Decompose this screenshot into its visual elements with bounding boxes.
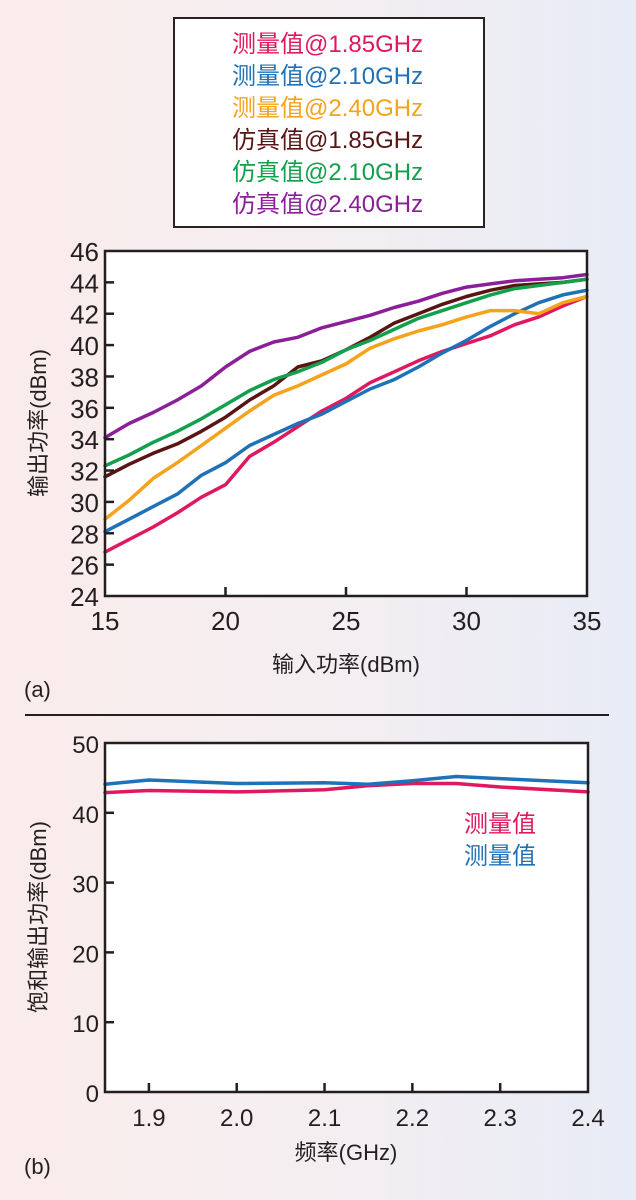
series-line-3 [103, 294, 589, 521]
x-tick-label: 20 [211, 606, 240, 636]
y-tick-label: 20 [72, 941, 99, 968]
y-tick-label: 10 [72, 1011, 99, 1038]
panel-label-b: (b) [24, 1154, 51, 1179]
legend-item-b-measured-blue: 测量值 [464, 843, 536, 870]
x-axis-label-a: 输入功率(dBm) [272, 652, 420, 677]
plot-area-a [105, 251, 587, 596]
plot-frame-b [103, 741, 590, 1094]
x-tick-label: 2.3 [483, 1105, 516, 1132]
x-axis-b: 1.9 2.0 2.1 2.2 2.3 2.4 [132, 1083, 605, 1132]
legend-item: 测量值@2.10GHz [232, 63, 424, 90]
y-axis-label-b: 饱和输出功率(dBm) [26, 821, 51, 1013]
y-tick-label: 34 [70, 425, 99, 455]
y-tick-label: 46 [70, 237, 99, 267]
y-tick-label: 44 [70, 268, 99, 298]
y-tick-label: 42 [70, 300, 99, 330]
y-tick-label: 26 [70, 551, 99, 581]
x-tick-label: 2.0 [220, 1105, 253, 1132]
legend-item: 仿真值@2.40GHz [232, 191, 424, 218]
legend-item: 仿真值@1.85GHz [232, 127, 424, 154]
plot-area-b [105, 743, 588, 1092]
series-line-5 [103, 277, 589, 468]
y-tick-label: 40 [70, 331, 99, 361]
series-line-2 [103, 774, 590, 786]
x-tick-label: 1.9 [132, 1105, 165, 1132]
y-tick-label: 32 [70, 457, 99, 487]
x-axis-label-b: 频率(GHz) [295, 1140, 398, 1165]
y-tick-label: 24 [70, 582, 99, 612]
legend-item: 测量值@2.40GHz [232, 95, 424, 122]
x-tick-label: 2.1 [308, 1105, 341, 1132]
y-tick-label: 40 [72, 802, 99, 829]
x-tick-label: 35 [573, 606, 602, 636]
x-tick-label: 2.4 [571, 1105, 604, 1132]
y-tick-label: 38 [70, 362, 99, 392]
series-lines-a [103, 272, 589, 554]
y-axis-b: 0 10 20 30 40 50 [72, 732, 114, 1108]
y-tick-label: 30 [70, 488, 99, 518]
x-tick-label: 25 [332, 606, 361, 636]
x-tick-label: 15 [91, 606, 120, 636]
y-tick-label: 36 [70, 394, 99, 424]
legend-box: 测量值@1.85GHz 测量值@2.10GHz 测量值@2.40GHz 仿真值@… [173, 17, 485, 228]
panel-label-a: (a) [24, 677, 51, 702]
x-axis-a: 15 20 25 30 35 [91, 587, 602, 636]
legend-item: 测量值@1.85GHz [232, 31, 424, 58]
y-tick-label: 30 [72, 872, 99, 899]
series-line-1 [103, 294, 589, 554]
series-line-2 [103, 288, 589, 534]
legend-item-b-measured-red: 测量值 [464, 811, 536, 838]
y-tick-label: 0 [86, 1081, 99, 1108]
y-axis-label-a: 输出功率(dBm) [26, 349, 51, 497]
x-tick-label: 30 [452, 606, 481, 636]
series-lines-b [103, 774, 590, 795]
series-line-6 [103, 272, 589, 440]
y-tick-label: 28 [70, 519, 99, 549]
x-tick-label: 2.2 [396, 1105, 429, 1132]
chart-b: 0 10 20 30 40 50 1.9 2.0 2.1 2.2 2.3 2.4 测量值 测量值 频… [24, 732, 605, 1179]
y-tick-label: 50 [72, 732, 99, 759]
legend-item: 仿真值@2.10GHz [232, 159, 424, 186]
